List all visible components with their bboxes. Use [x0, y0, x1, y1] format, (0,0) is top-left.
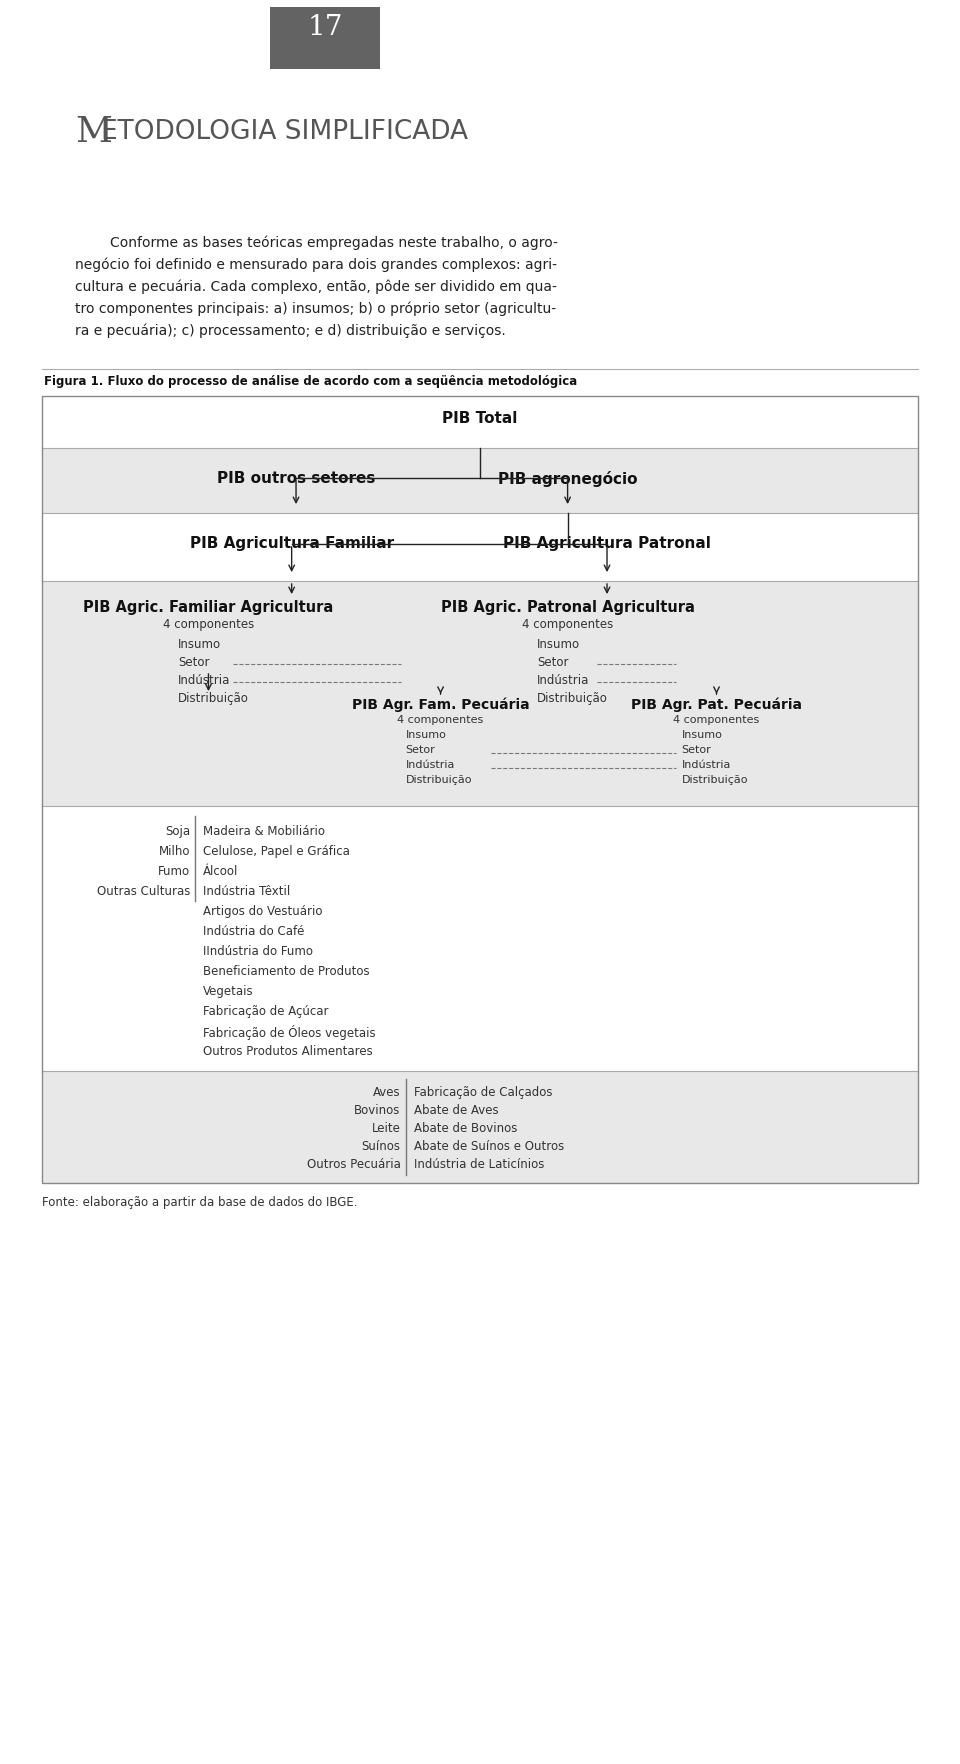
Text: Distribuição: Distribuição — [178, 691, 249, 704]
Text: Indústria de Laticínios: Indústria de Laticínios — [414, 1157, 544, 1170]
Text: ETODOLOGIA SIMPLIFICADA: ETODOLOGIA SIMPLIFICADA — [101, 118, 468, 145]
Text: 4 componentes: 4 componentes — [163, 617, 254, 632]
Text: 4 componentes: 4 componentes — [397, 714, 484, 725]
Text: Indústria Têxtil: Indústria Têxtil — [204, 884, 291, 898]
Text: ra e pecuária); c) processamento; e d) distribuição e serviços.: ra e pecuária); c) processamento; e d) d… — [75, 323, 506, 337]
Text: Insumo: Insumo — [405, 730, 446, 739]
Text: Milho: Milho — [158, 845, 190, 857]
Text: Setor: Setor — [405, 744, 435, 755]
Bar — [42, 806, 918, 1071]
Text: PIB Agric. Familiar Agricultura: PIB Agric. Familiar Agricultura — [84, 600, 333, 614]
Text: M: M — [75, 115, 112, 148]
Text: Fabricação de Calçados: Fabricação de Calçados — [414, 1085, 552, 1099]
Text: 17: 17 — [307, 14, 343, 41]
Text: Setor: Setor — [178, 656, 209, 669]
Text: Setor: Setor — [682, 744, 711, 755]
Text: Madeira & Mobiliário: Madeira & Mobiliário — [204, 824, 325, 838]
Text: Indústria: Indústria — [405, 760, 455, 769]
Text: Soja: Soja — [165, 824, 190, 838]
Text: Indústria do Café: Indústria do Café — [204, 924, 304, 937]
Text: Abate de Bovinos: Abate de Bovinos — [414, 1122, 516, 1134]
Text: Beneficiamento de Produtos: Beneficiamento de Produtos — [204, 965, 370, 977]
Text: Outros Produtos Alimentares: Outros Produtos Alimentares — [204, 1044, 373, 1057]
Text: PIB Agricultura Patronal: PIB Agricultura Patronal — [503, 536, 711, 550]
Text: Setor: Setor — [537, 656, 568, 669]
Text: IIndústria do Fumo: IIndústria do Fumo — [204, 944, 313, 958]
Text: Suínos: Suínos — [362, 1140, 400, 1152]
Text: Insumo: Insumo — [537, 637, 580, 651]
Text: Indústria: Indústria — [537, 674, 589, 686]
Bar — [42, 448, 918, 513]
Text: Leite: Leite — [372, 1122, 400, 1134]
Text: 4 componentes: 4 componentes — [522, 617, 613, 632]
Text: Vegetais: Vegetais — [204, 984, 254, 997]
Text: PIB Total: PIB Total — [443, 411, 517, 425]
Bar — [42, 513, 918, 582]
Text: PIB outros setores: PIB outros setores — [217, 471, 375, 485]
Text: Álcool: Álcool — [204, 864, 239, 877]
Text: Indústria: Indústria — [178, 674, 230, 686]
Text: PIB Agr. Fam. Pecuária: PIB Agr. Fam. Pecuária — [351, 697, 529, 711]
Text: Fonte: elaboração a partir da base de dados do IBGE.: Fonte: elaboração a partir da base de da… — [42, 1196, 357, 1208]
Bar — [42, 397, 918, 1184]
Text: Conforme as bases teóricas empregadas neste trabalho, o agro-: Conforme as bases teóricas empregadas ne… — [75, 235, 558, 249]
Text: 4 componentes: 4 componentes — [673, 714, 759, 725]
Text: negócio foi definido e mensurado para dois grandes complexos: agri-: negócio foi definido e mensurado para do… — [75, 258, 557, 272]
Text: PIB Agr. Pat. Pecuária: PIB Agr. Pat. Pecuária — [631, 697, 802, 711]
Text: Fabricação de Óleos vegetais: Fabricação de Óleos vegetais — [204, 1025, 376, 1039]
Bar — [270, 9, 380, 71]
Text: PIB Agric. Patronal Agricultura: PIB Agric. Patronal Agricultura — [441, 600, 694, 614]
Text: cultura e pecuária. Cada complexo, então, pôde ser dividido em qua-: cultura e pecuária. Cada complexo, então… — [75, 279, 557, 293]
Text: Abate de Suínos e Outros: Abate de Suínos e Outros — [414, 1140, 564, 1152]
Text: Aves: Aves — [372, 1085, 400, 1099]
Bar — [42, 1071, 918, 1184]
Text: PIB Agricultura Familiar: PIB Agricultura Familiar — [189, 536, 394, 550]
Bar — [42, 397, 918, 448]
Text: Distribuição: Distribuição — [537, 691, 608, 704]
Text: Insumo: Insumo — [682, 730, 722, 739]
Text: Celulose, Papel e Gráfica: Celulose, Papel e Gráfica — [204, 845, 350, 857]
Text: Outras Culturas: Outras Culturas — [97, 884, 190, 898]
Text: Outros Pecuária: Outros Pecuária — [306, 1157, 400, 1170]
Text: Distribuição: Distribuição — [405, 774, 472, 785]
Text: Figura 1. Fluxo do processo de análise de acordo com a seqüência metodológica: Figura 1. Fluxo do processo de análise d… — [44, 374, 577, 388]
Text: Distribuição: Distribuição — [682, 774, 748, 785]
Text: Artigos do Vestuário: Artigos do Vestuário — [204, 905, 323, 917]
Text: Abate de Aves: Abate de Aves — [414, 1102, 498, 1117]
Text: Insumo: Insumo — [178, 637, 221, 651]
Bar — [42, 582, 918, 806]
Text: Fumo: Fumo — [158, 864, 190, 877]
Text: Bovinos: Bovinos — [354, 1102, 400, 1117]
Text: Indústria: Indústria — [682, 760, 731, 769]
Text: Fabricação de Açúcar: Fabricação de Açúcar — [204, 1004, 328, 1018]
Text: tro componentes principais: a) insumos; b) o próprio setor (agricultu-: tro componentes principais: a) insumos; … — [75, 302, 556, 316]
Text: PIB agronegócio: PIB agronegócio — [498, 471, 637, 487]
